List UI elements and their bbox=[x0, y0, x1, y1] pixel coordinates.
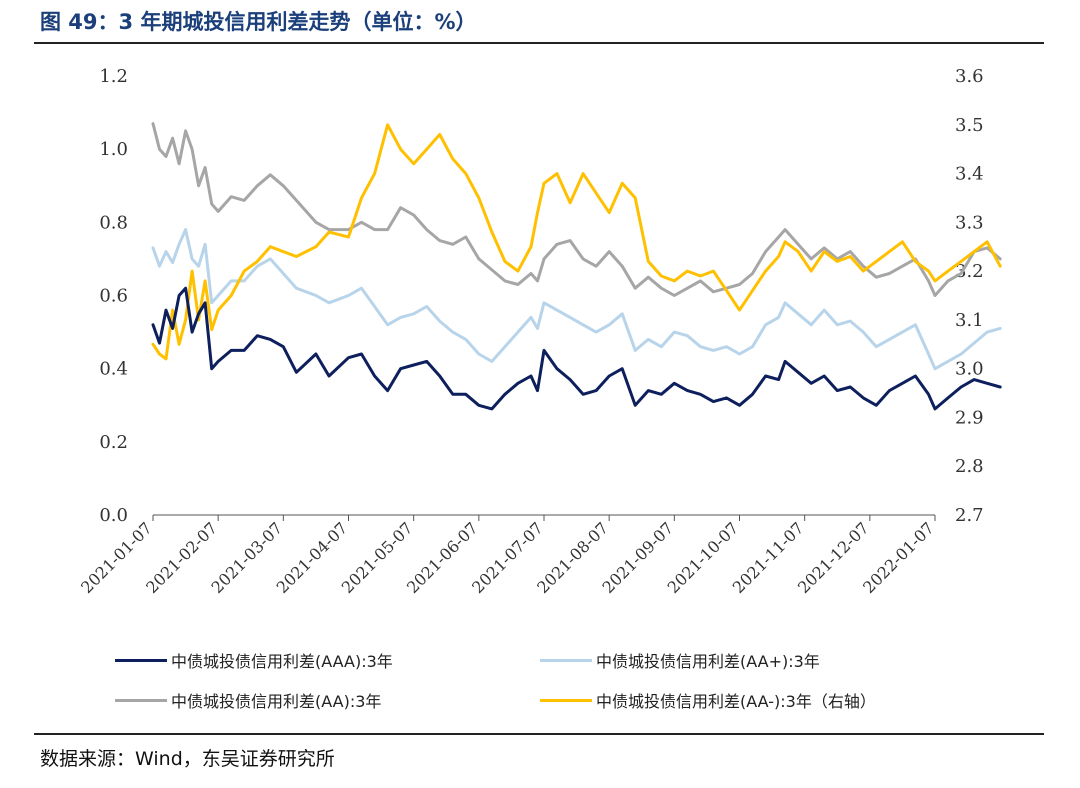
y-left-tick-label: 0.6 bbox=[99, 286, 128, 307]
legend-item-aa-minus: 中债城投债信用利差(AA-):3年（右轴） bbox=[540, 688, 876, 712]
series-line-aa-minus bbox=[151, 123, 1002, 361]
y-left-tick-label: 0.2 bbox=[99, 432, 128, 453]
legend: 中债城投债信用利差(AAA):3年 中债城投债信用利差(AA+):3年 中债城投… bbox=[115, 648, 1015, 718]
bottom-rule bbox=[34, 733, 1044, 735]
series-line-aaa bbox=[151, 286, 1002, 411]
top-rule bbox=[34, 42, 1044, 44]
y-right-tick-label: 3.5 bbox=[955, 115, 984, 136]
y-right-tick-label: 3.2 bbox=[955, 261, 984, 282]
y-right-tick-label: 3.4 bbox=[955, 164, 984, 185]
legend-item-aa-plus: 中债城投债信用利差(AA+):3年 bbox=[540, 648, 820, 672]
legend-swatch-aa-minus bbox=[540, 698, 592, 702]
series-line-aa-plus bbox=[151, 228, 1002, 371]
series-lines bbox=[151, 122, 1002, 411]
legend-label-aa-minus: 中债城投债信用利差(AA-):3年（右轴） bbox=[596, 692, 876, 711]
y-left-tick-label: 1.0 bbox=[99, 139, 128, 160]
y-left-tick-label: 0.4 bbox=[99, 359, 128, 380]
legend-label-aa: 中债城投债信用利差(AA):3年 bbox=[171, 692, 382, 711]
y-right-tick-label: 3.6 bbox=[955, 66, 984, 87]
chart-title: 图 49：3 年期城投信用利差走势（单位：%） bbox=[40, 10, 477, 34]
y-left-tick-label: 1.2 bbox=[99, 66, 128, 87]
legend-swatch-aa-plus bbox=[540, 658, 592, 662]
line-chart: 2021-01-072021-02-072021-03-072021-04-07… bbox=[77, 66, 1002, 597]
y-right-tick-label: 2.9 bbox=[955, 407, 984, 428]
legend-swatch-aaa bbox=[115, 658, 167, 662]
y-right-tick-label: 2.8 bbox=[955, 456, 984, 477]
y-right-tick-label: 2.7 bbox=[955, 505, 984, 526]
y-right-tick-label: 3.0 bbox=[955, 359, 984, 380]
legend-item-aaa: 中债城投债信用利差(AAA):3年 bbox=[115, 648, 393, 672]
axes: 2021-01-072021-02-072021-03-072021-04-07… bbox=[77, 66, 983, 597]
y-left-tick-label: 0.0 bbox=[99, 505, 128, 526]
legend-label-aa-plus: 中债城投债信用利差(AA+):3年 bbox=[596, 652, 820, 671]
series-line-aa bbox=[151, 122, 1002, 297]
legend-swatch-aa bbox=[115, 698, 167, 702]
source-note: 数据来源：Wind，东吴证券研究所 bbox=[40, 748, 335, 770]
legend-item-aa: 中债城投债信用利差(AA):3年 bbox=[115, 688, 381, 712]
y-left-tick-label: 0.8 bbox=[99, 212, 128, 233]
y-right-tick-label: 3.1 bbox=[955, 310, 984, 331]
legend-label-aaa: 中债城投债信用利差(AAA):3年 bbox=[171, 652, 393, 671]
y-right-tick-label: 3.3 bbox=[955, 212, 984, 233]
